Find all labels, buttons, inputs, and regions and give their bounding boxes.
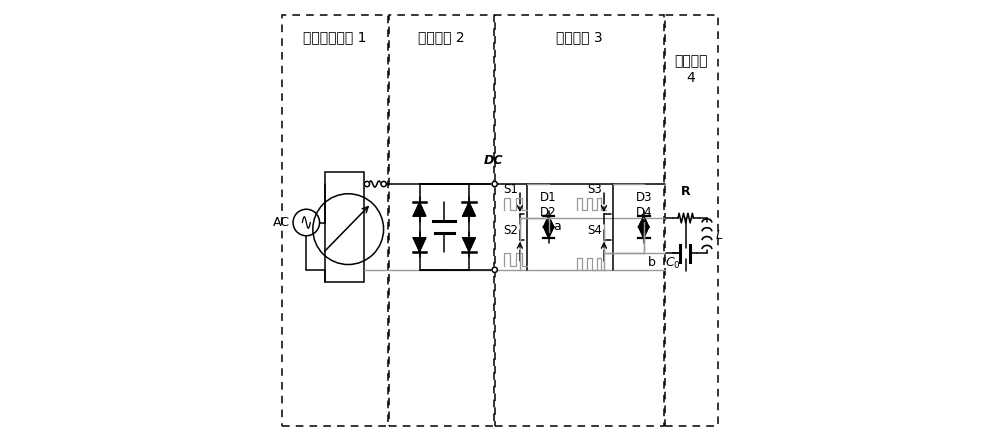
Polygon shape: [543, 227, 554, 238]
Text: D2: D2: [540, 206, 557, 219]
Polygon shape: [543, 216, 554, 227]
Text: 整流电路 2: 整流电路 2: [418, 30, 464, 44]
Text: $L$: $L$: [715, 229, 723, 242]
Text: 单相交流输入 1: 单相交流输入 1: [303, 30, 367, 44]
Bar: [325, 172, 364, 282]
Text: a: a: [553, 220, 561, 233]
Circle shape: [492, 267, 497, 272]
Bar: [665, 15, 718, 426]
Text: D4: D4: [635, 206, 652, 219]
Polygon shape: [463, 238, 475, 251]
Text: D3: D3: [635, 191, 652, 204]
Text: b: b: [648, 256, 656, 269]
Polygon shape: [463, 202, 475, 216]
Text: S1: S1: [503, 183, 518, 196]
Bar: [495, 15, 664, 426]
Text: S3: S3: [587, 183, 602, 196]
Polygon shape: [413, 238, 426, 251]
Text: D1: D1: [540, 191, 557, 204]
Text: S4: S4: [587, 224, 602, 237]
Text: 逆变电路 3: 逆变电路 3: [556, 30, 602, 44]
Circle shape: [492, 182, 497, 187]
Polygon shape: [638, 216, 649, 227]
Text: DC: DC: [484, 154, 504, 167]
Circle shape: [381, 182, 386, 187]
Text: $C_0$: $C_0$: [665, 256, 680, 271]
Bar: [389, 15, 494, 426]
Text: AC: AC: [273, 216, 290, 229]
Polygon shape: [638, 227, 649, 238]
Text: R: R: [681, 185, 691, 198]
Text: 匹配电路
4: 匹配电路 4: [674, 54, 708, 85]
Polygon shape: [413, 202, 426, 216]
Bar: [282, 15, 388, 426]
Text: S2: S2: [503, 224, 518, 237]
Circle shape: [364, 182, 370, 187]
